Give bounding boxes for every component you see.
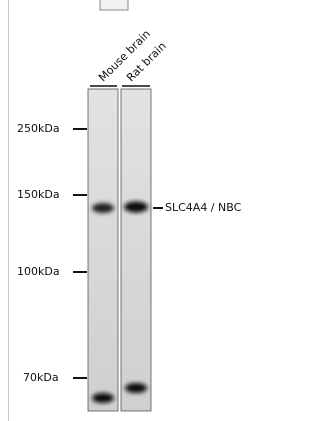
band bbox=[125, 383, 147, 393]
marker-label: 70kDa bbox=[23, 371, 59, 384]
band-label: SLC4A4 / NBC bbox=[165, 201, 242, 214]
blot-figure: Mouse brain Rat brain 250kDa 150kDa 100k… bbox=[0, 0, 271, 421]
band bbox=[92, 393, 114, 403]
gel-lane bbox=[121, 89, 151, 411]
frame-box bbox=[100, 0, 128, 10]
band bbox=[124, 202, 148, 213]
marker-label: 250kDa bbox=[17, 122, 60, 135]
marker-label: 100kDa bbox=[17, 265, 60, 278]
marker-label: 150kDa bbox=[17, 188, 60, 201]
page: Mouse brain Rat brain 250kDa 150kDa 100k… bbox=[0, 0, 271, 421]
band bbox=[92, 203, 114, 213]
gel-lane bbox=[88, 89, 118, 411]
